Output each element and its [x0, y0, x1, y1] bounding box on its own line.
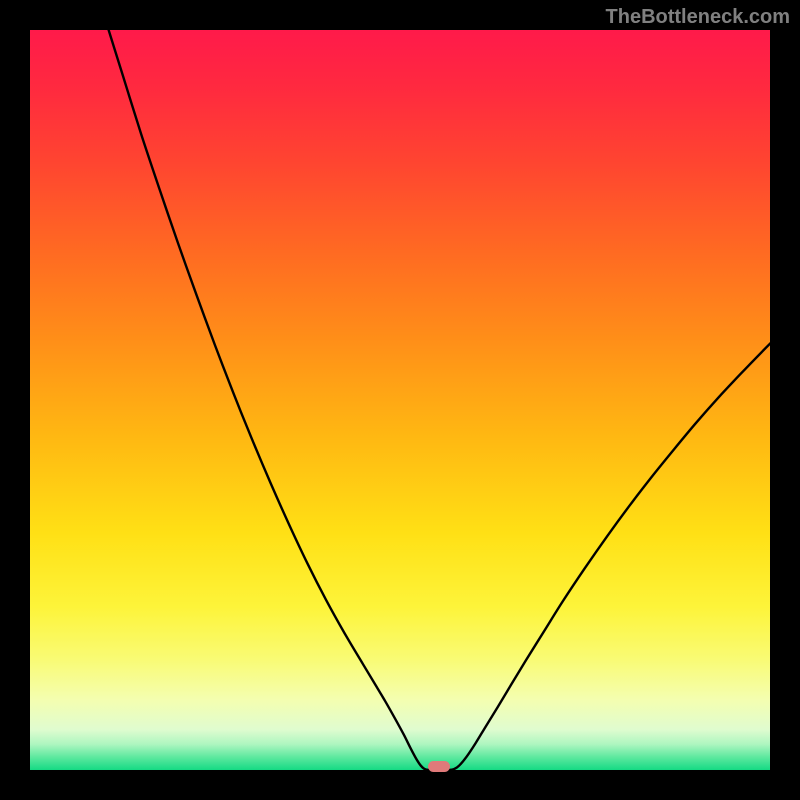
- optimal-marker: [428, 761, 450, 772]
- chart-container: TheBottleneck.com: [0, 0, 800, 800]
- watermark-text: TheBottleneck.com: [606, 6, 790, 29]
- plot-area: [30, 30, 770, 770]
- bottleneck-curve: [30, 30, 770, 770]
